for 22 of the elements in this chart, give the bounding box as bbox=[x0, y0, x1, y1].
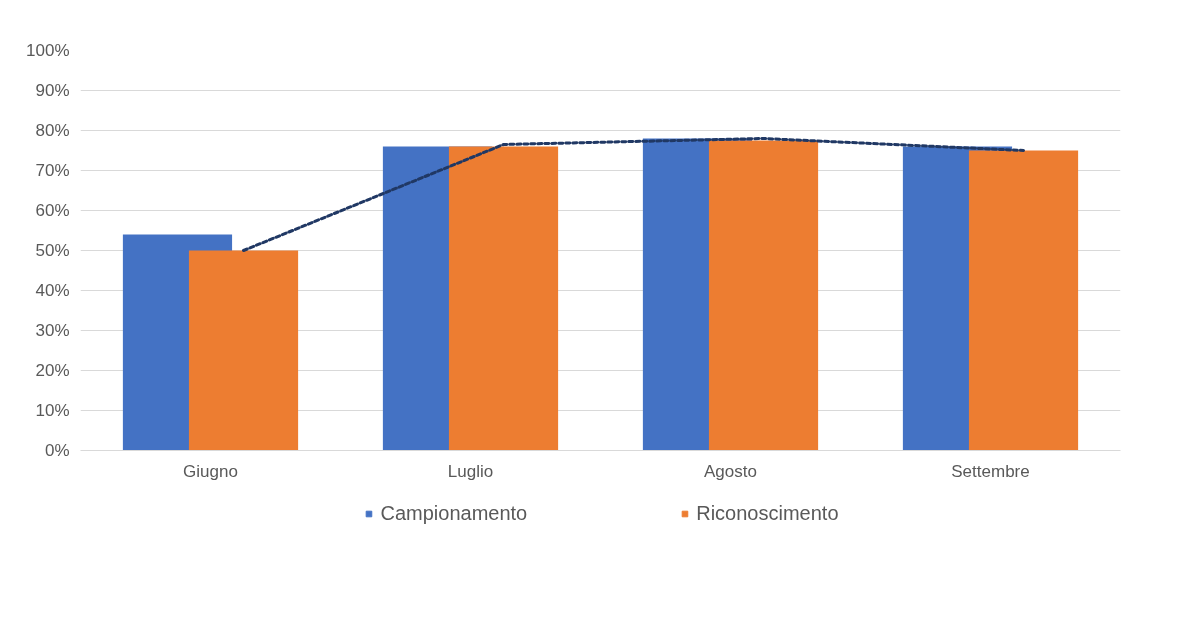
y-tick-label: 40% bbox=[35, 281, 70, 300]
y-tick-label: 70% bbox=[35, 161, 70, 180]
y-tick-label: 10% bbox=[35, 401, 70, 420]
bar bbox=[188, 250, 299, 451]
y-tick-label: 60% bbox=[35, 201, 70, 220]
y-tick-label: 20% bbox=[35, 361, 70, 380]
y-tick-label: 30% bbox=[35, 321, 70, 340]
bar bbox=[708, 140, 819, 451]
y-tick-label: 0% bbox=[44, 441, 70, 460]
legend-label: Riconoscimento bbox=[696, 501, 839, 525]
x-tick-label: Giugno bbox=[183, 461, 238, 481]
y-tick-label: 90% bbox=[35, 81, 70, 100]
x-tick-label: Settembre bbox=[951, 461, 1030, 481]
bar bbox=[448, 146, 559, 451]
legend-label: Campionamento bbox=[380, 501, 528, 525]
y-tick-label: 50% bbox=[35, 241, 70, 260]
y-tick-label: 80% bbox=[35, 121, 70, 140]
x-tick-label: Luglio bbox=[447, 461, 494, 481]
y-tick-label: 100% bbox=[26, 41, 70, 60]
x-tick-label: Agosto bbox=[704, 461, 757, 481]
line-series bbox=[242, 137, 1026, 252]
bar bbox=[968, 150, 1079, 451]
